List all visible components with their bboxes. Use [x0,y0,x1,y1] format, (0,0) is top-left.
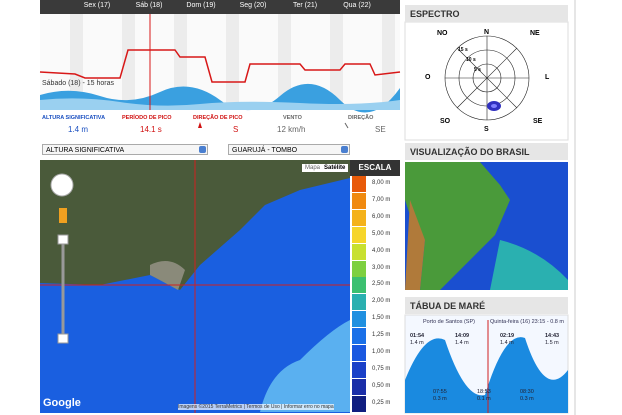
scale-label: 4,00 m [372,247,391,254]
scale-title: ESCALA [358,163,392,172]
scale-label: 8,00 m [372,180,391,186]
scale-swatch [352,294,366,311]
direction-label: N [484,29,490,36]
day-header: Ter (21) [292,2,318,9]
map-button[interactable]: Mapa [302,164,324,172]
low-time: 18:53 [477,389,491,395]
direction-label: O [425,74,431,81]
scale-swatch [352,311,366,328]
spot-select[interactable]: GUARUJÁ - TOMBO [228,144,350,155]
scale-label: 1,50 m [372,315,391,322]
scale-swatch [352,328,366,345]
scale-label: 2,00 m [372,298,391,305]
scale-swatch [352,277,366,294]
high-time: 14:43 [545,333,560,339]
low-height: 0.3 m [520,396,534,402]
high-height: 1.4 m [500,340,514,346]
scale-swatch [352,209,366,226]
low-time: 07:55 [433,389,447,395]
scale-label: 7,00 m [372,196,391,203]
tide-port: Porto de Santos (SP) [423,319,475,325]
stat-label: PERÍODO DE PICO [122,115,172,121]
direction-label: NO [437,30,448,37]
low-height: 0.1 m [477,396,491,402]
scale-swatch [352,192,366,209]
high-height: 1.4 m [410,340,424,346]
ring-label: 5 s [474,67,481,73]
scale-label: 0,75 m [372,365,391,372]
stat-label: DIREÇÃO [348,115,374,121]
high-height: 1.4 m [455,340,469,346]
stat-value: 14.1 s [140,125,162,134]
tide-current: Quinta-feira (16) 23:15 - 0.8 m [490,319,564,325]
scale-swatch [352,176,366,192]
scale-swatch [352,395,366,412]
satellite-button[interactable]: Satélite [321,164,349,172]
scale-label: 0,50 m [372,382,391,389]
day-header: Sex (17) [83,2,111,9]
day-header: Qua (22) [343,2,371,9]
low-time: 08:30 [520,389,534,395]
day-header: Dom (19) [186,2,216,9]
stat-label: VENTO [283,115,302,121]
scale-swatch [352,243,366,260]
scale-label: 3,00 m [372,264,391,271]
direction-label: SE [533,118,543,125]
day-header: Sáb (18) [135,2,163,9]
tide-title: TÁBUA DE MARÉ [405,297,568,314]
google-logo: Google [43,397,81,409]
scale-swatch [352,260,366,277]
stat-value: 1.4 m [68,125,89,134]
scale-label: 5,00 m [372,230,391,237]
ring-label: 10 s [466,57,476,63]
direction-label: NE [530,30,540,37]
scale-label: 1,25 m [372,332,391,339]
ring-label: 15 s [458,47,468,53]
scale-label: 1,00 m [372,349,391,355]
scale-label: 6,00 m [372,213,391,220]
variable-select[interactable]: ALTURA SIGNIFICATIVA [42,144,208,155]
scale-swatch [352,361,366,378]
direction-label: S [484,126,489,133]
stat-label: DIREÇÃO DE PICO [193,115,243,121]
scale-swatch [352,345,366,361]
high-height: 1.5 m [545,340,559,346]
moment: Sábado (18) - 15 horas [42,80,114,87]
scale-swatch [352,226,366,243]
low-height: 0.3 m [433,396,447,402]
spectrum-title: ESPECTRO [405,5,568,22]
high-time: 01:54 [410,333,425,339]
direction-label: SO [440,118,451,125]
direction-label: L [545,74,550,81]
stat-value: S [233,125,239,134]
high-time: 02:19 [500,333,515,339]
stat-value: SE [375,125,386,134]
day-header: Seg (20) [239,2,267,9]
map-credits: Imagens ©2015 TerraMetrics | Termos de U… [178,404,334,410]
scale-label: 2,50 m [372,281,391,288]
stat-label: ALTURA SIGNIFICATIVA [42,115,106,121]
brazil-title: VISUALIZAÇÃO DO BRASIL [405,143,568,160]
stat-value: 12 km/h [277,125,306,134]
high-time: 14:09 [455,333,470,339]
scale-label: 0,25 m [372,399,391,406]
scale-swatch [352,378,366,395]
